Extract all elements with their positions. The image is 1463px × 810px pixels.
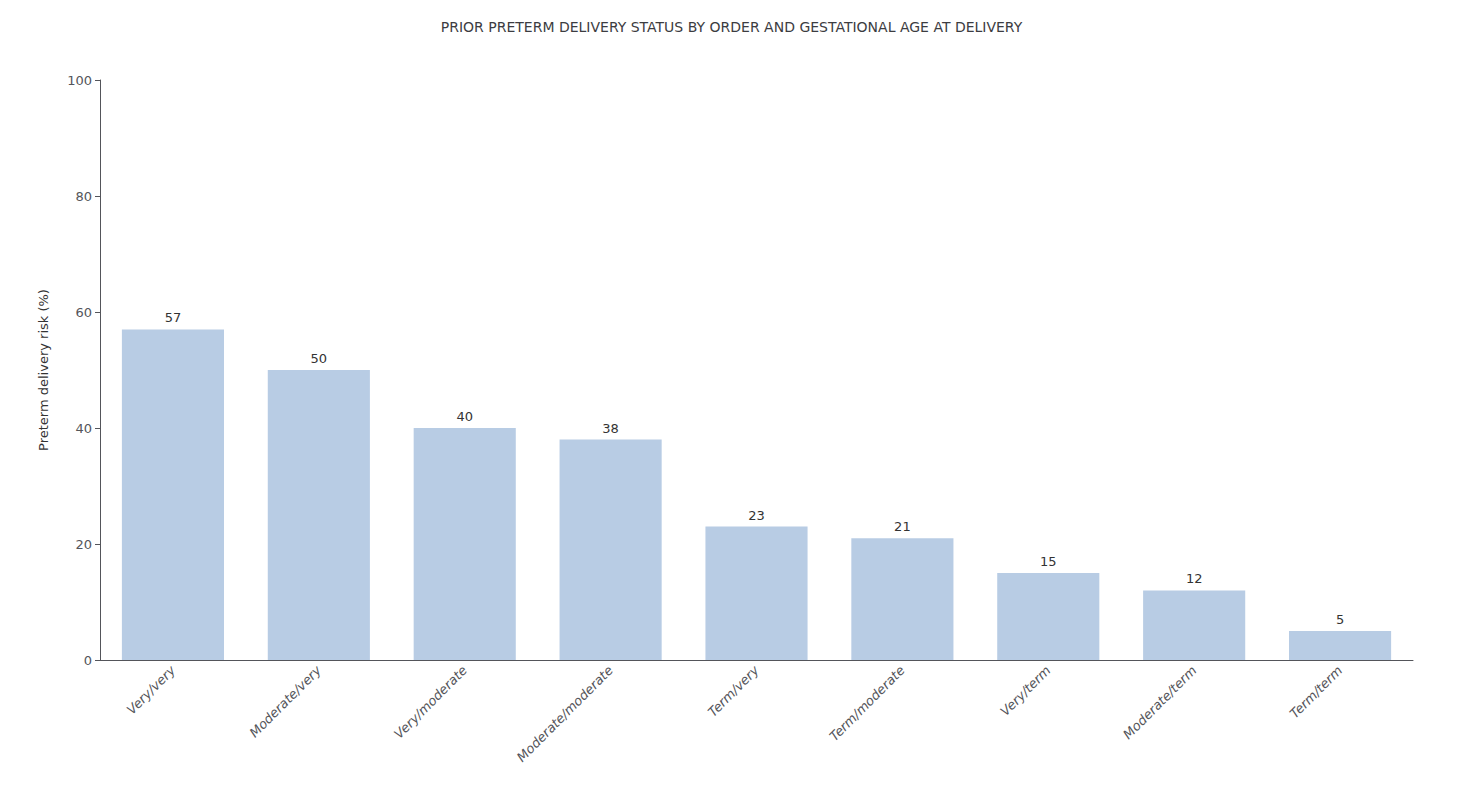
svg-text:80: 80 [75,189,92,204]
svg-text:40: 40 [75,421,92,436]
svg-text:Very/moderate: Very/moderate [391,663,470,742]
svg-text:Term/term: Term/term [1287,663,1346,722]
svg-text:50: 50 [311,351,328,366]
svg-text:Moderate/term: Moderate/term [1120,663,1199,742]
svg-text:0: 0 [84,653,92,668]
svg-text:15: 15 [1040,554,1057,569]
svg-text:PRIOR PRETERM DELIVERY STATUS: PRIOR PRETERM DELIVERY STATUS BY ORDER A… [441,19,1023,35]
svg-text:5: 5 [1336,612,1344,627]
svg-text:Very/very: Very/very [124,662,179,717]
svg-text:12: 12 [1186,571,1203,586]
svg-text:23: 23 [748,508,765,523]
svg-text:40: 40 [456,409,473,424]
svg-text:Term/very: Term/very [705,662,762,719]
svg-text:Moderate/moderate: Moderate/moderate [514,663,616,765]
svg-text:100: 100 [67,73,92,88]
svg-text:Moderate/very: Moderate/very [246,662,324,740]
svg-text:21: 21 [894,519,911,534]
svg-text:38: 38 [602,421,619,436]
svg-text:60: 60 [75,305,92,320]
svg-text:57: 57 [165,310,182,325]
svg-text:20: 20 [75,537,92,552]
svg-text:Preterm delivery risk (%): Preterm delivery risk (%) [36,289,51,451]
svg-text:Term/moderate: Term/moderate [826,663,907,744]
svg-text:Very/term: Very/term [997,663,1053,719]
